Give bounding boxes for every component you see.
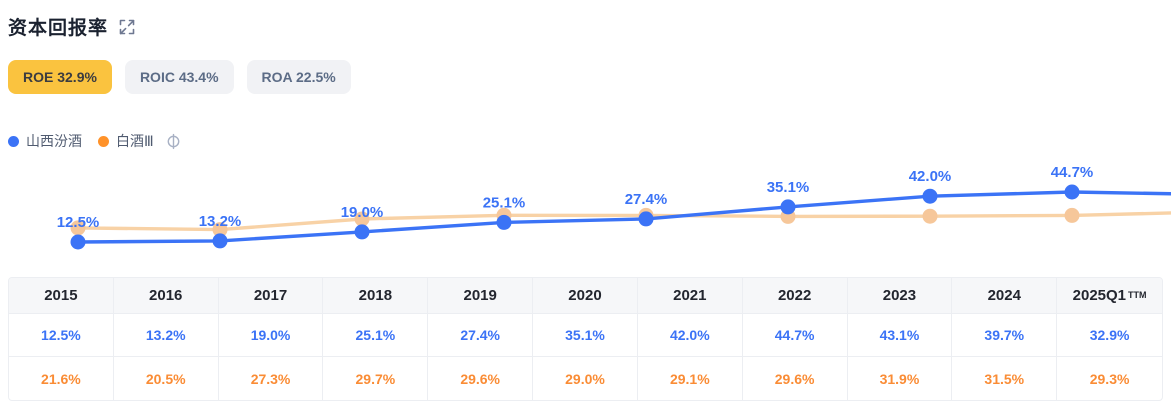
chart-legend: 山西汾酒 白酒Ⅲ <box>8 131 181 151</box>
point-value-label: 35.1% <box>767 179 810 196</box>
data-point <box>70 234 86 250</box>
table-cell-白酒Ⅲ-2015: 21.6% <box>9 357 114 400</box>
point-value-label: 27.4% <box>625 191 668 208</box>
table-cell-白酒Ⅲ-2017: 27.3% <box>219 357 324 400</box>
metric-tabs: ROE 32.9% ROIC 43.4% ROA 22.5% <box>8 60 351 94</box>
ttm-superscript: TTM <box>1128 289 1147 300</box>
table-cell-白酒Ⅲ-2024: 31.5% <box>952 357 1058 400</box>
legend-dot-icon <box>8 135 19 147</box>
table-cell-白酒Ⅲ-2022: 29.6% <box>743 357 848 400</box>
table-header-2015: 2015 <box>9 278 114 314</box>
legend-label: 山西汾酒 <box>26 133 82 149</box>
table-cell-山西汾酒-2021: 42.0% <box>637 314 743 357</box>
table-header-2019: 2019 <box>428 278 534 314</box>
legend-item-0[interactable]: 山西汾酒 <box>8 131 82 151</box>
table-cell-山西汾酒-2018: 25.1% <box>323 314 429 357</box>
tab-roe[interactable]: ROE 32.9% <box>8 60 112 94</box>
data-point <box>922 188 938 204</box>
table-header-2024: 2024 <box>952 278 1058 314</box>
table-cell-山西汾酒-2024: 39.7% <box>952 314 1058 357</box>
tab-roa[interactable]: ROA 22.5% <box>246 60 351 94</box>
data-point <box>354 224 370 240</box>
table-cell-山西汾酒-2025Q1: 32.9% <box>1057 314 1162 357</box>
table-header-2016: 2016 <box>113 278 219 314</box>
point-value-label: 44.7% <box>1051 164 1094 181</box>
tab-roic[interactable]: ROIC 43.4% <box>124 60 234 94</box>
index-switch-icon[interactable] <box>166 133 181 150</box>
data-table: 2015 2016 2017 2018 2019 2020 2021 2022 2023 2024… <box>8 277 1163 401</box>
table-cell-白酒Ⅲ-2025Q1: 29.3% <box>1089 370 1130 387</box>
table-header-2021: 2021 <box>637 278 743 314</box>
table-header-2020: 2020 <box>533 278 638 314</box>
point-value-label: 42.0% <box>909 168 952 185</box>
table-header-2022: 2022 <box>742 278 848 314</box>
table-cell-山西汾酒-2023: 43.1% <box>847 314 953 357</box>
table-cell-白酒Ⅲ-2019: 29.6% <box>428 357 534 400</box>
table-cell-山西汾酒-2019: 27.4% <box>428 314 534 357</box>
data-point <box>638 211 654 227</box>
data-point <box>496 214 512 230</box>
expand-icon[interactable] <box>119 19 135 35</box>
table-header-2025Q1: 2025Q1 TTM <box>1057 278 1162 314</box>
table-cell-山西汾酒-2020: 35.1% <box>533 314 638 357</box>
table-cell-山西汾酒-2016: 13.2% <box>113 314 219 357</box>
data-point <box>922 208 938 224</box>
table-cell-山西汾酒-2022: 44.7% <box>742 314 848 357</box>
data-point <box>780 199 796 215</box>
legend-item-1[interactable]: 白酒Ⅲ <box>98 131 154 151</box>
data-point <box>212 222 228 238</box>
data-point <box>1064 207 1080 223</box>
table-cell-山西汾酒-2015: 12.5% <box>9 314 114 357</box>
legend-label: 白酒Ⅲ <box>116 133 154 149</box>
title-row: 资本回报率 <box>8 13 135 40</box>
data-point <box>1064 184 1080 200</box>
point-value-label: 19.0% <box>341 204 384 221</box>
data-point <box>354 211 370 227</box>
table-cell-白酒Ⅲ-2021: 29.1% <box>638 357 743 400</box>
table-cell-白酒Ⅲ-2023: 31.9% <box>848 357 953 400</box>
line-chart: 12.5% 13.2% 19.0% 25.1% 27.4% 35.1% 42.0% 44.7%… <box>57 164 1171 250</box>
table-header-2023: 2023 <box>847 278 953 314</box>
table-cell-白酒Ⅲ-2016: 20.5% <box>114 357 219 400</box>
data-point <box>70 220 86 236</box>
page-title: 资本回报率 <box>8 18 109 39</box>
table-header-2017: 2017 <box>218 278 324 314</box>
point-value-label: 13.2% <box>199 213 242 230</box>
point-value-label: 25.1% <box>483 194 526 211</box>
legend-dot-icon <box>98 135 109 147</box>
table-cell-山西汾酒-2017: 19.0% <box>218 314 324 357</box>
table-header-2018: 2018 <box>323 278 429 314</box>
table-cell-白酒Ⅲ-2020: 29.0% <box>533 357 638 400</box>
point-value-label: 12.5% <box>57 214 100 231</box>
data-point <box>212 233 228 249</box>
table-cell-白酒Ⅲ-2018: 29.7% <box>323 357 429 400</box>
